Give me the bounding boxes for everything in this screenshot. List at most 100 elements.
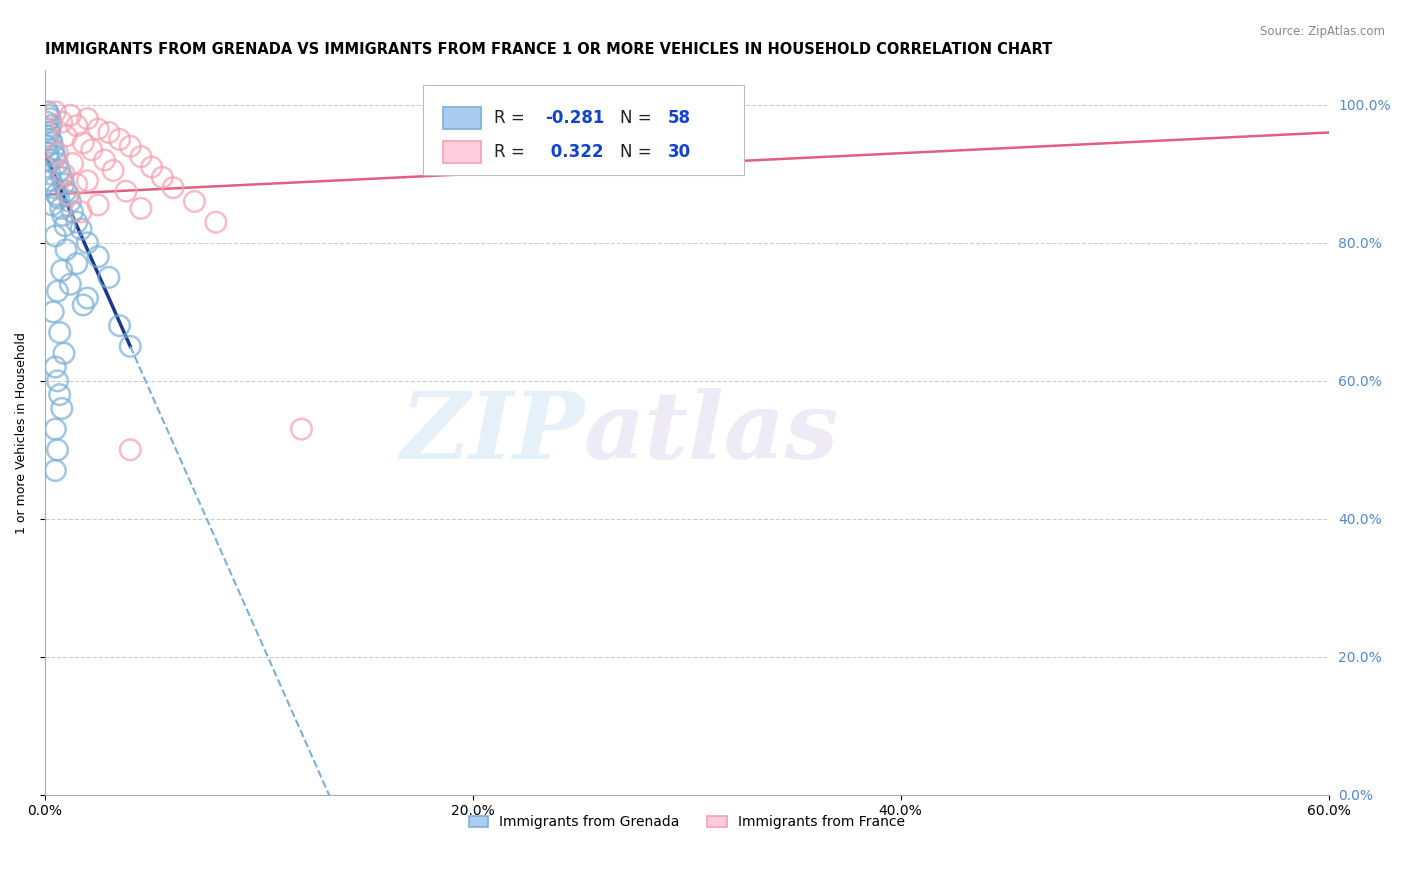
Point: [48, 387, 70, 401]
Point: [44, 150, 66, 164]
Point: [55, 184, 77, 198]
Point: [129, 150, 152, 164]
Text: 0.322: 0.322: [546, 144, 605, 161]
Point: [51, 263, 73, 277]
Point: [66, 256, 89, 270]
Point: [44, 180, 66, 194]
Point: [38, 108, 60, 122]
Point: [97, 270, 120, 285]
Point: [87, 250, 110, 264]
Point: [120, 339, 142, 353]
Point: [183, 194, 205, 209]
Point: [39, 112, 62, 126]
Point: [55, 128, 77, 143]
Point: [76, 235, 98, 250]
Point: [37, 146, 59, 161]
Point: [290, 422, 312, 436]
Point: [115, 184, 138, 198]
Point: [37, 104, 59, 119]
Text: N =: N =: [620, 109, 657, 128]
FancyBboxPatch shape: [443, 107, 481, 129]
Point: [52, 346, 75, 360]
Point: [93, 153, 115, 167]
Point: [44, 422, 66, 436]
FancyBboxPatch shape: [443, 142, 481, 163]
Point: [35, 139, 58, 153]
Point: [66, 178, 89, 192]
Point: [205, 215, 228, 229]
Point: [42, 143, 65, 157]
Text: -0.281: -0.281: [546, 109, 605, 128]
Point: [58, 187, 80, 202]
Point: [72, 136, 94, 150]
Point: [80, 143, 103, 157]
Point: [72, 298, 94, 312]
Text: ZIP: ZIP: [399, 387, 583, 477]
Point: [52, 167, 75, 181]
Text: 30: 30: [668, 144, 690, 161]
Point: [51, 115, 73, 129]
Point: [108, 318, 131, 333]
FancyBboxPatch shape: [423, 85, 744, 176]
Point: [120, 442, 142, 457]
Point: [120, 139, 142, 153]
Point: [97, 126, 120, 140]
Point: [59, 277, 82, 292]
Point: [45, 187, 67, 202]
Point: [46, 146, 69, 161]
Point: [52, 178, 75, 192]
Point: [51, 401, 73, 416]
Point: [70, 204, 93, 219]
Legend: Immigrants from Grenada, Immigrants from France: Immigrants from Grenada, Immigrants from…: [463, 810, 910, 835]
Text: atlas: atlas: [583, 387, 839, 477]
Point: [46, 156, 69, 170]
Point: [39, 167, 62, 181]
Point: [48, 191, 70, 205]
Point: [46, 284, 69, 298]
Point: [39, 119, 62, 133]
Point: [129, 202, 152, 216]
Point: [52, 208, 75, 222]
Point: [46, 374, 69, 388]
Point: [44, 359, 66, 374]
Point: [58, 187, 80, 202]
Point: [38, 122, 60, 136]
Point: [37, 128, 59, 143]
Point: [48, 163, 70, 178]
Point: [70, 222, 93, 236]
Point: [44, 104, 66, 119]
Point: [39, 132, 62, 146]
Text: Source: ZipAtlas.com: Source: ZipAtlas.com: [1260, 25, 1385, 38]
Point: [46, 442, 69, 457]
Point: [49, 202, 72, 216]
Point: [62, 204, 84, 219]
Point: [44, 463, 66, 477]
Point: [150, 170, 173, 185]
Point: [62, 156, 84, 170]
Point: [48, 326, 70, 340]
Point: [108, 132, 131, 146]
Point: [101, 163, 124, 178]
Point: [41, 198, 63, 212]
Text: R =: R =: [494, 144, 530, 161]
Point: [76, 174, 98, 188]
Text: N =: N =: [620, 144, 657, 161]
Y-axis label: 1 or more Vehicles in Household: 1 or more Vehicles in Household: [15, 332, 28, 533]
Point: [76, 291, 98, 305]
Point: [141, 160, 163, 174]
Point: [42, 305, 65, 319]
Point: [51, 170, 73, 185]
Point: [35, 160, 58, 174]
Text: R =: R =: [494, 109, 530, 128]
Point: [87, 198, 110, 212]
Point: [39, 174, 62, 188]
Point: [55, 243, 77, 257]
Text: 58: 58: [668, 109, 690, 128]
Point: [66, 119, 89, 133]
Point: [87, 122, 110, 136]
Point: [38, 153, 60, 167]
Point: [76, 112, 98, 126]
Point: [66, 215, 89, 229]
Point: [59, 194, 82, 209]
Point: [35, 115, 58, 129]
